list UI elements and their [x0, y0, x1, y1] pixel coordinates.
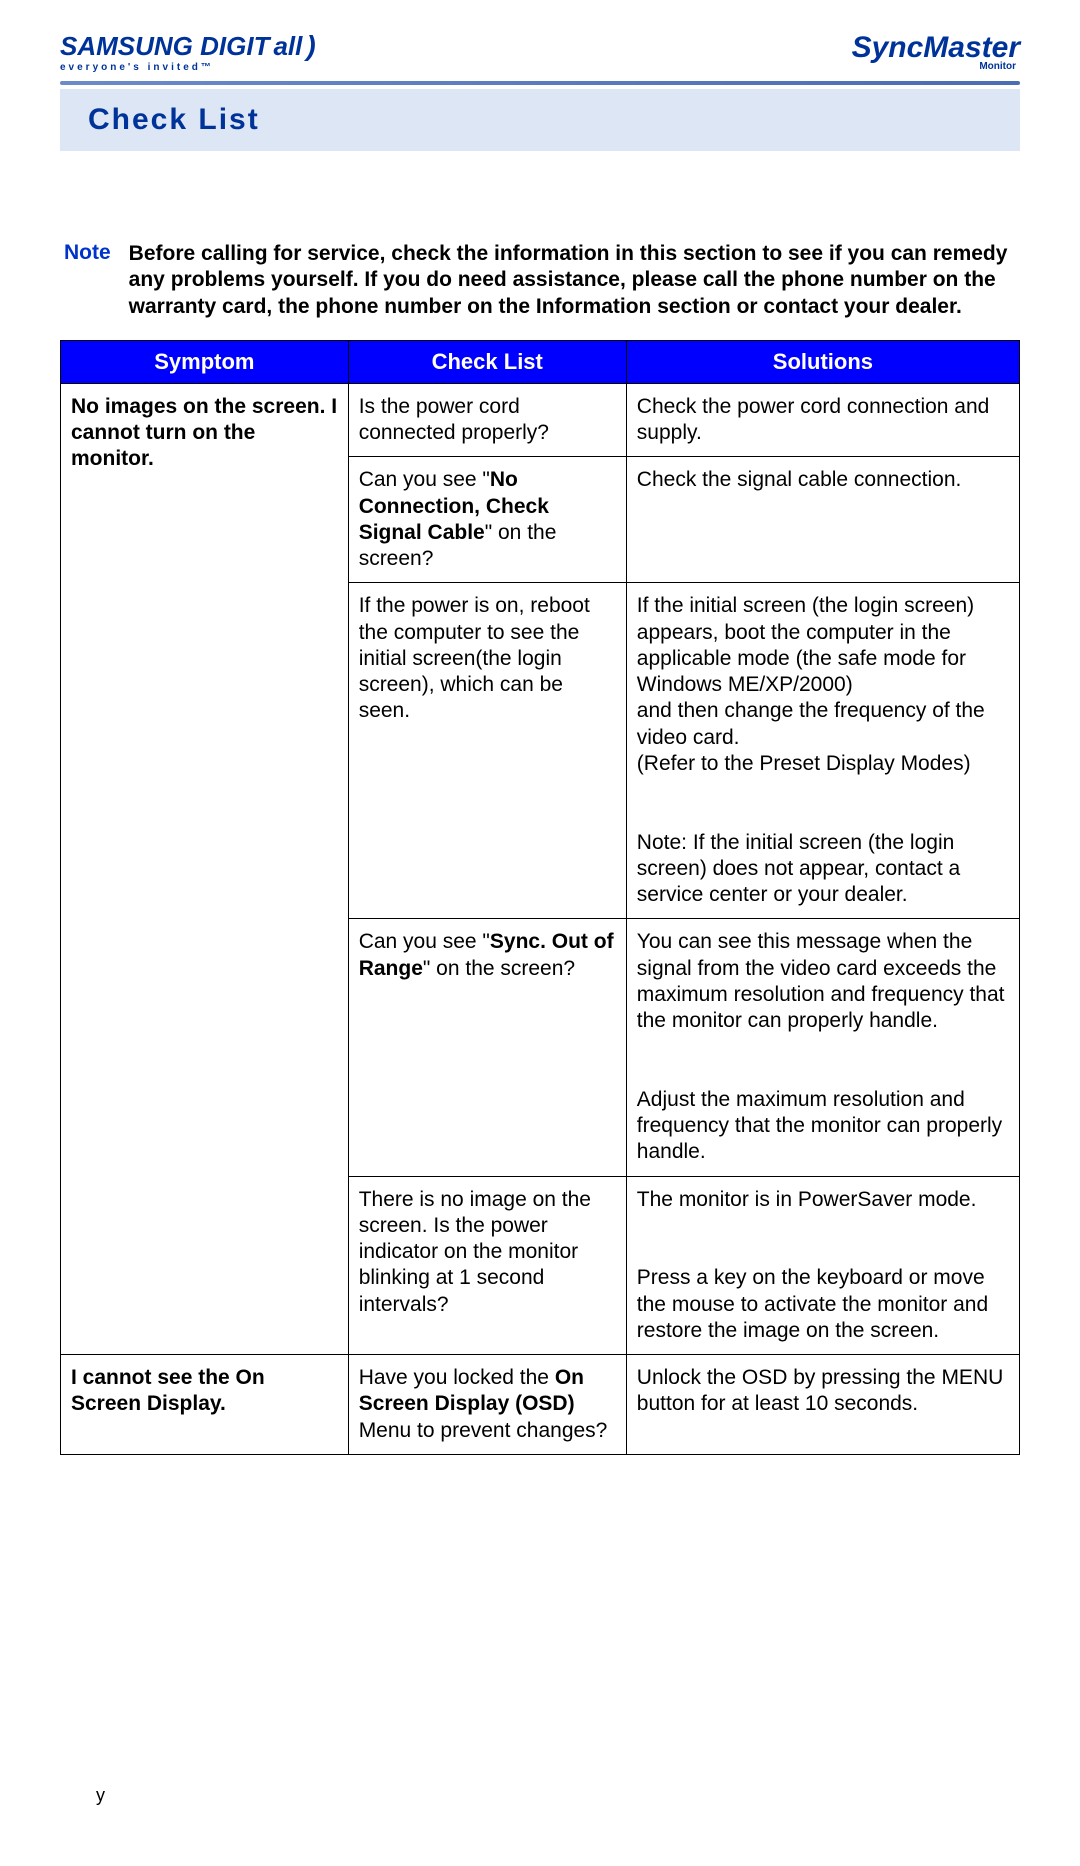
samsung-logo-italic: all	[273, 31, 302, 62]
symptom-cell: I cannot see the On Screen Display.	[61, 1355, 349, 1455]
table-header-row: Symptom Check List Solutions	[61, 340, 1020, 383]
check-bold: Sync. Out of Range	[359, 930, 614, 979]
symptom-cell: No images on the screen. I cannot turn o…	[61, 383, 349, 1354]
page-title: Check List	[88, 103, 260, 136]
syncmaster-logo: SyncMaster Monitor	[852, 31, 1020, 72]
solution-cell: Unlock the OSD by pressing the MENU butt…	[626, 1355, 1019, 1455]
check-cell: Have you locked the On Screen Display (O…	[348, 1355, 626, 1455]
check-bold: On Screen Display (OSD)	[359, 1366, 584, 1415]
note-label: Note	[60, 241, 111, 320]
solution-line: Press a key on the keyboard or move the …	[637, 1266, 988, 1342]
check-cell: Is the power cord connected properly?	[348, 383, 626, 457]
table-row: No images on the screen. I cannot turn o…	[61, 383, 1020, 457]
title-tab: Check List	[60, 103, 288, 137]
title-bar: Check List	[60, 89, 1020, 151]
solution-line: You can see this message when the signal…	[637, 930, 1005, 1032]
solution-line: Note: If the initial screen (the login s…	[637, 831, 960, 907]
col-checklist: Check List	[348, 340, 626, 383]
check-cell: If the power is on, reboot the computer …	[348, 583, 626, 919]
check-cell: There is no image on the screen. Is the …	[348, 1176, 626, 1355]
samsung-logo-text: SAMSUNG DIGIT	[60, 31, 269, 62]
table-row: I cannot see the On Screen Display.Have …	[61, 1355, 1020, 1455]
solution-cell: You can see this message when the signal…	[626, 919, 1019, 1176]
col-solutions: Solutions	[626, 340, 1019, 383]
check-bold: No Connection, Check Signal Cable	[359, 468, 549, 544]
solution-cell: Check the power cord connection and supp…	[626, 383, 1019, 457]
samsung-logo-main: SAMSUNG DIGITall)	[60, 30, 316, 62]
col-symptom: Symptom	[61, 340, 349, 383]
solution-line: Adjust the maximum resolution and freque…	[637, 1088, 1002, 1164]
header-divider	[60, 81, 1020, 85]
checklist-table: Symptom Check List Solutions No images o…	[60, 340, 1020, 1455]
note-text: Before calling for service, check the in…	[129, 241, 1012, 320]
document-header: SAMSUNG DIGITall) everyone's invited™ Sy…	[60, 30, 1020, 73]
solution-cell: Check the signal cable connection.	[626, 457, 1019, 583]
solution-line: (Refer to the Preset Display Modes)	[637, 752, 971, 775]
note-block: Note Before calling for service, check t…	[60, 241, 1020, 320]
solution-line: and then change the frequency of the vid…	[637, 699, 985, 748]
footer-mark: y	[60, 1785, 1020, 1806]
solution-cell: The monitor is in PowerSaver mode. Press …	[626, 1176, 1019, 1355]
samsung-logo: SAMSUNG DIGITall) everyone's invited™	[60, 30, 316, 73]
solution-cell: If the initial screen (the login screen)…	[626, 583, 1019, 919]
syncmaster-logo-text: SyncMaster	[852, 31, 1020, 64]
solution-line: If the initial screen (the login screen)…	[637, 594, 974, 696]
check-cell: Can you see "No Connection, Check Signal…	[348, 457, 626, 583]
check-cell: Can you see "Sync. Out of Range" on the …	[348, 919, 626, 1176]
samsung-logo-tagline: everyone's invited™	[60, 62, 316, 73]
solution-line: The monitor is in PowerSaver mode.	[637, 1188, 977, 1211]
swirl-icon: )	[306, 30, 315, 62]
